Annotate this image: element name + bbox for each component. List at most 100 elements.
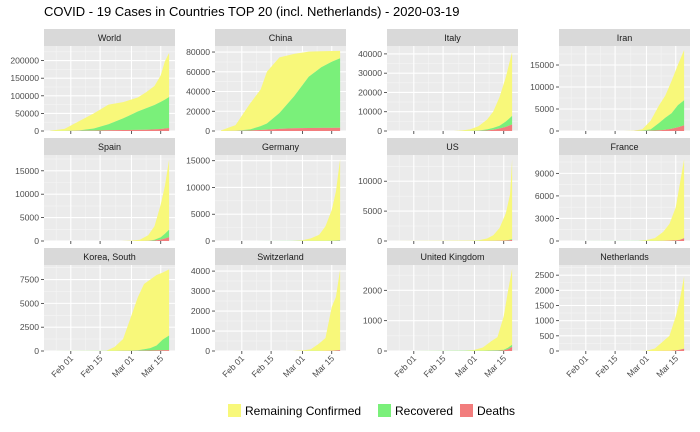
y-tick-label: 5000: [363, 206, 382, 216]
x-tick-label: Feb 01: [564, 353, 590, 379]
facet-panels: World050000100000150000200000China020000…: [10, 29, 690, 379]
facet-strip: [559, 138, 690, 155]
area-remaining-confirmed: [392, 51, 513, 132]
area-remaining-confirmed: [392, 268, 513, 351]
y-tick-label: 5000: [20, 298, 39, 308]
area-remaining-confirmed: [220, 269, 341, 351]
legend-key-deaths: [460, 404, 473, 417]
legend-label-remaining: Remaining Confirmed: [245, 404, 361, 418]
x-tick-label: Feb 01: [220, 353, 246, 379]
y-tick-label: 2000: [535, 285, 554, 295]
area-remaining-confirmed: [49, 52, 170, 131]
facet-china: China 0 20000 40000 60000 80000: [186, 29, 346, 136]
y-tick-label: 60000: [186, 67, 210, 77]
y-tick-label: 6000: [535, 191, 554, 201]
facet-strip: [387, 138, 518, 155]
y-tick-label: 50000: [15, 108, 39, 118]
facet-strip: [44, 138, 175, 155]
x-tick-label: Mar 15: [310, 353, 336, 379]
x-tick-label: Feb 01: [49, 353, 75, 379]
y-tick-label: 0: [34, 236, 39, 246]
facet-spain: Spain 0 5000 10000 15000: [15, 138, 175, 246]
y-tick-label: 0: [549, 346, 554, 356]
facet-strip-label: Korea, South: [83, 252, 136, 262]
y-tick-label: 1000: [535, 316, 554, 326]
area-recovered: [49, 229, 170, 241]
y-tick-label: 30000: [358, 68, 382, 78]
panel-background: [559, 265, 690, 351]
y-tick-label: 15000: [530, 60, 554, 70]
y-tick-label: 500: [540, 331, 555, 341]
panel-background: [387, 155, 518, 241]
facet-strip: [44, 29, 175, 46]
facet-strip-label: France: [610, 142, 638, 152]
area-remaining-confirmed: [392, 159, 513, 241]
legend-label-deaths: Deaths: [477, 404, 515, 418]
y-tick-label: 150000: [10, 73, 39, 83]
area-remaining-confirmed: [564, 276, 685, 351]
y-tick-label: 0: [377, 346, 382, 356]
area-deaths: [564, 125, 685, 131]
panel-background: [44, 155, 175, 241]
legend-item-deaths: Deaths: [460, 404, 515, 418]
area-recovered: [220, 240, 341, 241]
y-tick-label: 2500: [20, 322, 39, 332]
facet-strip-label: China: [269, 33, 293, 43]
y-tick-label: 3000: [535, 213, 554, 223]
chart-legend: Remaining Confirmed Recovered Deaths: [228, 404, 515, 418]
area-recovered: [564, 100, 685, 131]
x-tick-label: Mar 01: [110, 353, 136, 379]
y-tick-label: 7500: [20, 275, 39, 285]
y-tick-label: 10000: [358, 176, 382, 186]
y-tick-label: 15000: [186, 156, 210, 166]
area-recovered: [49, 97, 170, 131]
legend-item-remaining: Remaining Confirmed: [228, 404, 361, 418]
x-tick-label: Mar 01: [281, 353, 307, 379]
facet-strip-label: United Kingdom: [420, 252, 484, 262]
facet-strip-label: World: [98, 33, 121, 43]
area-recovered: [49, 335, 170, 351]
area-deaths: [564, 238, 685, 241]
y-tick-label: 5000: [20, 213, 39, 223]
area-remaining-confirmed: [220, 50, 341, 131]
panel-background: [215, 155, 346, 241]
facet-strip-label: Switzerland: [257, 252, 304, 262]
x-tick-label: Feb 15: [79, 353, 105, 379]
y-tick-label: 80000: [186, 47, 210, 57]
y-tick-label: 10000: [530, 82, 554, 92]
y-tick-label: 40000: [186, 87, 210, 97]
facet-strip: [387, 29, 518, 46]
y-tick-label: 20000: [186, 106, 210, 116]
legend-label-recovered: Recovered: [395, 404, 453, 418]
y-tick-label: 3000: [191, 286, 210, 296]
facet-italy: Italy 0 10000 20000 30000 40000: [358, 29, 518, 136]
y-tick-label: 10000: [358, 107, 382, 117]
facet-strip: [215, 138, 346, 155]
facet-strip: [559, 29, 690, 46]
area-remaining-confirmed: [49, 159, 170, 241]
facet-strip: [215, 29, 346, 46]
facet-world: World 0 50000 100000 150000 200000: [10, 29, 175, 136]
facet-strip-label: Iran: [617, 33, 633, 43]
area-deaths: [49, 237, 170, 241]
y-tick-label: 2000: [363, 285, 382, 295]
x-tick-label: Feb 15: [250, 353, 276, 379]
area-deaths: [392, 239, 513, 241]
y-tick-label: 5000: [535, 104, 554, 114]
y-tick-label: 100000: [10, 91, 39, 101]
x-tick-label: Feb 15: [422, 353, 448, 379]
facet-germany: Germany 0 5000 10000 15000: [186, 138, 346, 246]
y-tick-label: 9000: [535, 168, 554, 178]
facet-switzerland: Switzerland 0 1000 2000 3000 4000 Feb 01 Feb 15…: [191, 248, 346, 379]
facet-strip: [559, 248, 690, 265]
legend-key-recovered: [378, 404, 391, 417]
x-tick-label: Mar 01: [453, 353, 479, 379]
y-tick-label: 1000: [191, 326, 210, 336]
y-tick-label: 0: [34, 126, 39, 136]
y-tick-label: 200000: [10, 56, 39, 66]
area-recovered: [392, 344, 513, 351]
facet-united-kingdom: United Kingdom 0 1000 2000 Feb 01 Feb 15 Mar 0…: [363, 248, 518, 379]
y-tick-label: 0: [205, 126, 210, 136]
x-tick-label: Feb 01: [392, 353, 418, 379]
